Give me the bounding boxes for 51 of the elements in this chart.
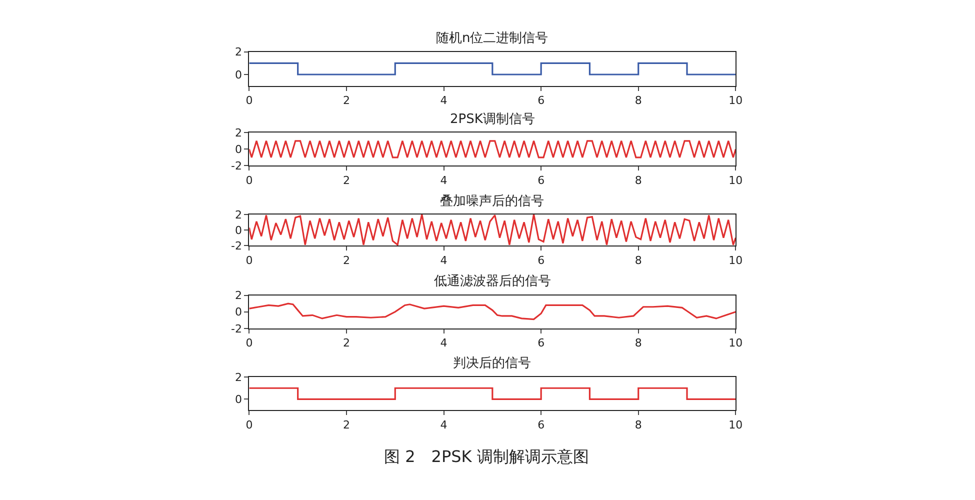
y-tick-label: 0	[235, 224, 242, 237]
x-tick-label: 2	[342, 174, 350, 187]
y-tick-label: -2	[231, 322, 242, 336]
line-series	[249, 302, 736, 320]
y-tick-label: 0	[235, 393, 242, 406]
x-tick-label: 4	[440, 254, 448, 267]
chart-title: 叠加噪声后的信号	[440, 194, 544, 209]
y-tick-label: -2	[231, 160, 242, 173]
x-tick-label: 4	[440, 418, 448, 432]
x-tick-label: 6	[538, 94, 545, 108]
x-tick-label: 6	[538, 174, 545, 187]
x-tick-label: 8	[634, 254, 642, 267]
y-tick-label: 2	[235, 289, 242, 302]
x-tick-label: 8	[634, 94, 642, 108]
x-tick-label: 4	[440, 336, 448, 350]
x-tick-label: 4	[440, 94, 448, 108]
x-tick-label: 0	[246, 174, 253, 187]
caption: 图 2 2PSK 调制解调示意图	[384, 447, 589, 466]
x-tick-label: 0	[246, 94, 253, 108]
chart-title: 判决后的信号	[453, 356, 531, 371]
y-tick-label: 2	[235, 370, 242, 384]
x-tick-label: 6	[538, 336, 545, 350]
x-tick-label: 2	[342, 418, 350, 432]
x-tick-label: 6	[538, 254, 545, 267]
chart-title: 2PSK调制信号	[450, 112, 535, 127]
x-tick-label: 0	[246, 336, 253, 350]
y-tick-label: 2	[235, 46, 242, 59]
x-tick-label: 10	[728, 174, 743, 187]
x-tick-label: 10	[728, 336, 743, 350]
x-tick-label: 4	[440, 174, 448, 187]
chart-title: 随机n位二进制信号	[436, 31, 548, 46]
x-tick-label: 10	[728, 254, 743, 267]
y-tick-label: 2	[235, 126, 242, 140]
y-tick-label: -2	[231, 239, 242, 252]
x-tick-label: 0	[246, 418, 253, 432]
x-tick-label: 2	[342, 254, 350, 267]
x-tick-label: 8	[634, 336, 642, 350]
x-tick-label: 2	[342, 336, 350, 350]
x-tick-label: 8	[634, 174, 642, 187]
x-tick-label: 6	[538, 418, 545, 432]
y-tick-label: 0	[235, 306, 242, 319]
x-tick-label: 8	[634, 418, 642, 432]
x-tick-label: 0	[246, 254, 253, 267]
y-tick-label: 0	[235, 68, 242, 82]
y-tick-label: 0	[235, 143, 242, 156]
x-tick-label: 10	[728, 94, 743, 108]
x-tick-label: 2	[342, 94, 350, 108]
chart-title: 低通滤波器后的信号	[434, 274, 551, 289]
x-tick-label: 10	[728, 418, 743, 432]
line-series	[249, 214, 736, 246]
y-tick-label: 2	[235, 208, 242, 222]
